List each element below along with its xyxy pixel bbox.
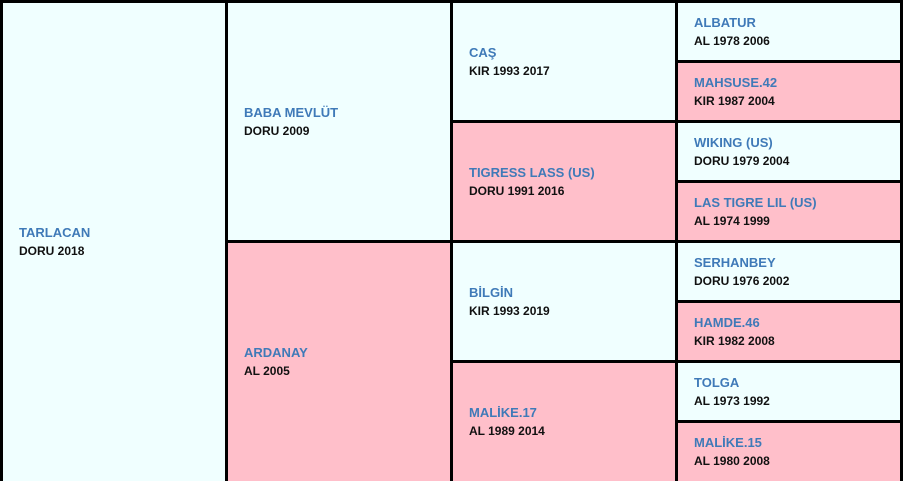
great-grandparent-name-link[interactable]: LAS TIGRE LIL (US) xyxy=(694,194,817,210)
great-grandparent-name-link[interactable]: ALBATUR xyxy=(694,14,756,30)
great-grandparent-name-link[interactable]: SERHANBEY xyxy=(694,254,776,270)
sire-cell: BABA MEVLÜT DORU 2009 xyxy=(228,3,450,240)
grandparent-info: KIR 1993 2019 xyxy=(469,303,550,318)
great-grandparent-name-link[interactable]: MAHSUSE.42 xyxy=(694,74,778,90)
great-grandparent-info: KIR 1987 2004 xyxy=(694,93,775,108)
great-grandparent-name-link[interactable]: TOLGA xyxy=(694,374,740,390)
sire-name-link[interactable]: BABA MEVLÜT xyxy=(244,104,339,120)
grandparent-name-link[interactable]: BİLGİN xyxy=(469,284,514,300)
grandparent-info: KIR 1993 2017 xyxy=(469,63,550,78)
great-grandparent-info: AL 1974 1999 xyxy=(694,213,770,228)
dam-name-link[interactable]: ARDANAY xyxy=(244,345,308,360)
grandparent-cell: BİLGİN KIR 1993 2019 xyxy=(453,243,675,360)
great-grandparent-cell: MAHSUSE.42 KIR 1987 2004 xyxy=(678,63,900,120)
grandparent-info: AL 1989 2014 xyxy=(469,424,545,438)
great-grandparent-cell: MALİKE.15 AL 1980 2008 xyxy=(678,423,900,481)
great-grandparent-info: DORU 1976 2002 xyxy=(694,273,790,288)
grandparent-info: DORU 1991 2016 xyxy=(469,183,565,198)
great-grandparent-cell: ALBATUR AL 1978 2006 xyxy=(678,3,900,60)
dam-cell: ARDANAY AL 2005 xyxy=(228,243,450,481)
horse-name-link[interactable]: TARLACAN xyxy=(19,225,91,240)
great-grandparent-info: KIR 1982 2008 xyxy=(694,333,775,348)
dam-info: AL 2005 xyxy=(244,364,290,378)
sire-info: DORU 2009 xyxy=(244,123,310,138)
great-grandparent-info: DORU 1979 2004 xyxy=(694,153,790,168)
horse-info: DORU 2018 xyxy=(19,244,85,258)
great-grandparent-name-link[interactable]: HAMDE.46 xyxy=(694,314,760,330)
great-grandparent-name-link[interactable]: WIKING (US) xyxy=(694,134,773,150)
great-grandparent-cell: WIKING (US) DORU 1979 2004 xyxy=(678,123,900,180)
grandparent-cell: MALİKE.17 AL 1989 2014 xyxy=(453,363,675,481)
grandparent-cell: CAŞ KIR 1993 2017 xyxy=(453,3,675,120)
great-grandparent-info: AL 1978 2006 xyxy=(694,33,770,48)
grandparent-name-link[interactable]: MALİKE.17 xyxy=(469,405,537,420)
great-grandparent-info: AL 1980 2008 xyxy=(694,454,770,468)
grandparent-name-link[interactable]: CAŞ xyxy=(469,44,497,60)
grandparent-name-link[interactable]: TIGRESS LASS (US) xyxy=(469,164,595,180)
great-grandparent-cell: HAMDE.46 KIR 1982 2008 xyxy=(678,303,900,360)
great-grandparent-info: AL 1973 1992 xyxy=(694,393,770,408)
grandparent-cell: TIGRESS LASS (US) DORU 1991 2016 xyxy=(453,123,675,240)
great-grandparent-cell: TOLGA AL 1973 1992 xyxy=(678,363,900,420)
great-grandparent-cell: SERHANBEY DORU 1976 2002 xyxy=(678,243,900,300)
great-grandparent-cell: LAS TIGRE LIL (US) AL 1974 1999 xyxy=(678,183,900,240)
horse-cell: TARLACAN DORU 2018 xyxy=(3,3,225,481)
great-grandparent-name-link[interactable]: MALİKE.15 xyxy=(694,435,762,450)
